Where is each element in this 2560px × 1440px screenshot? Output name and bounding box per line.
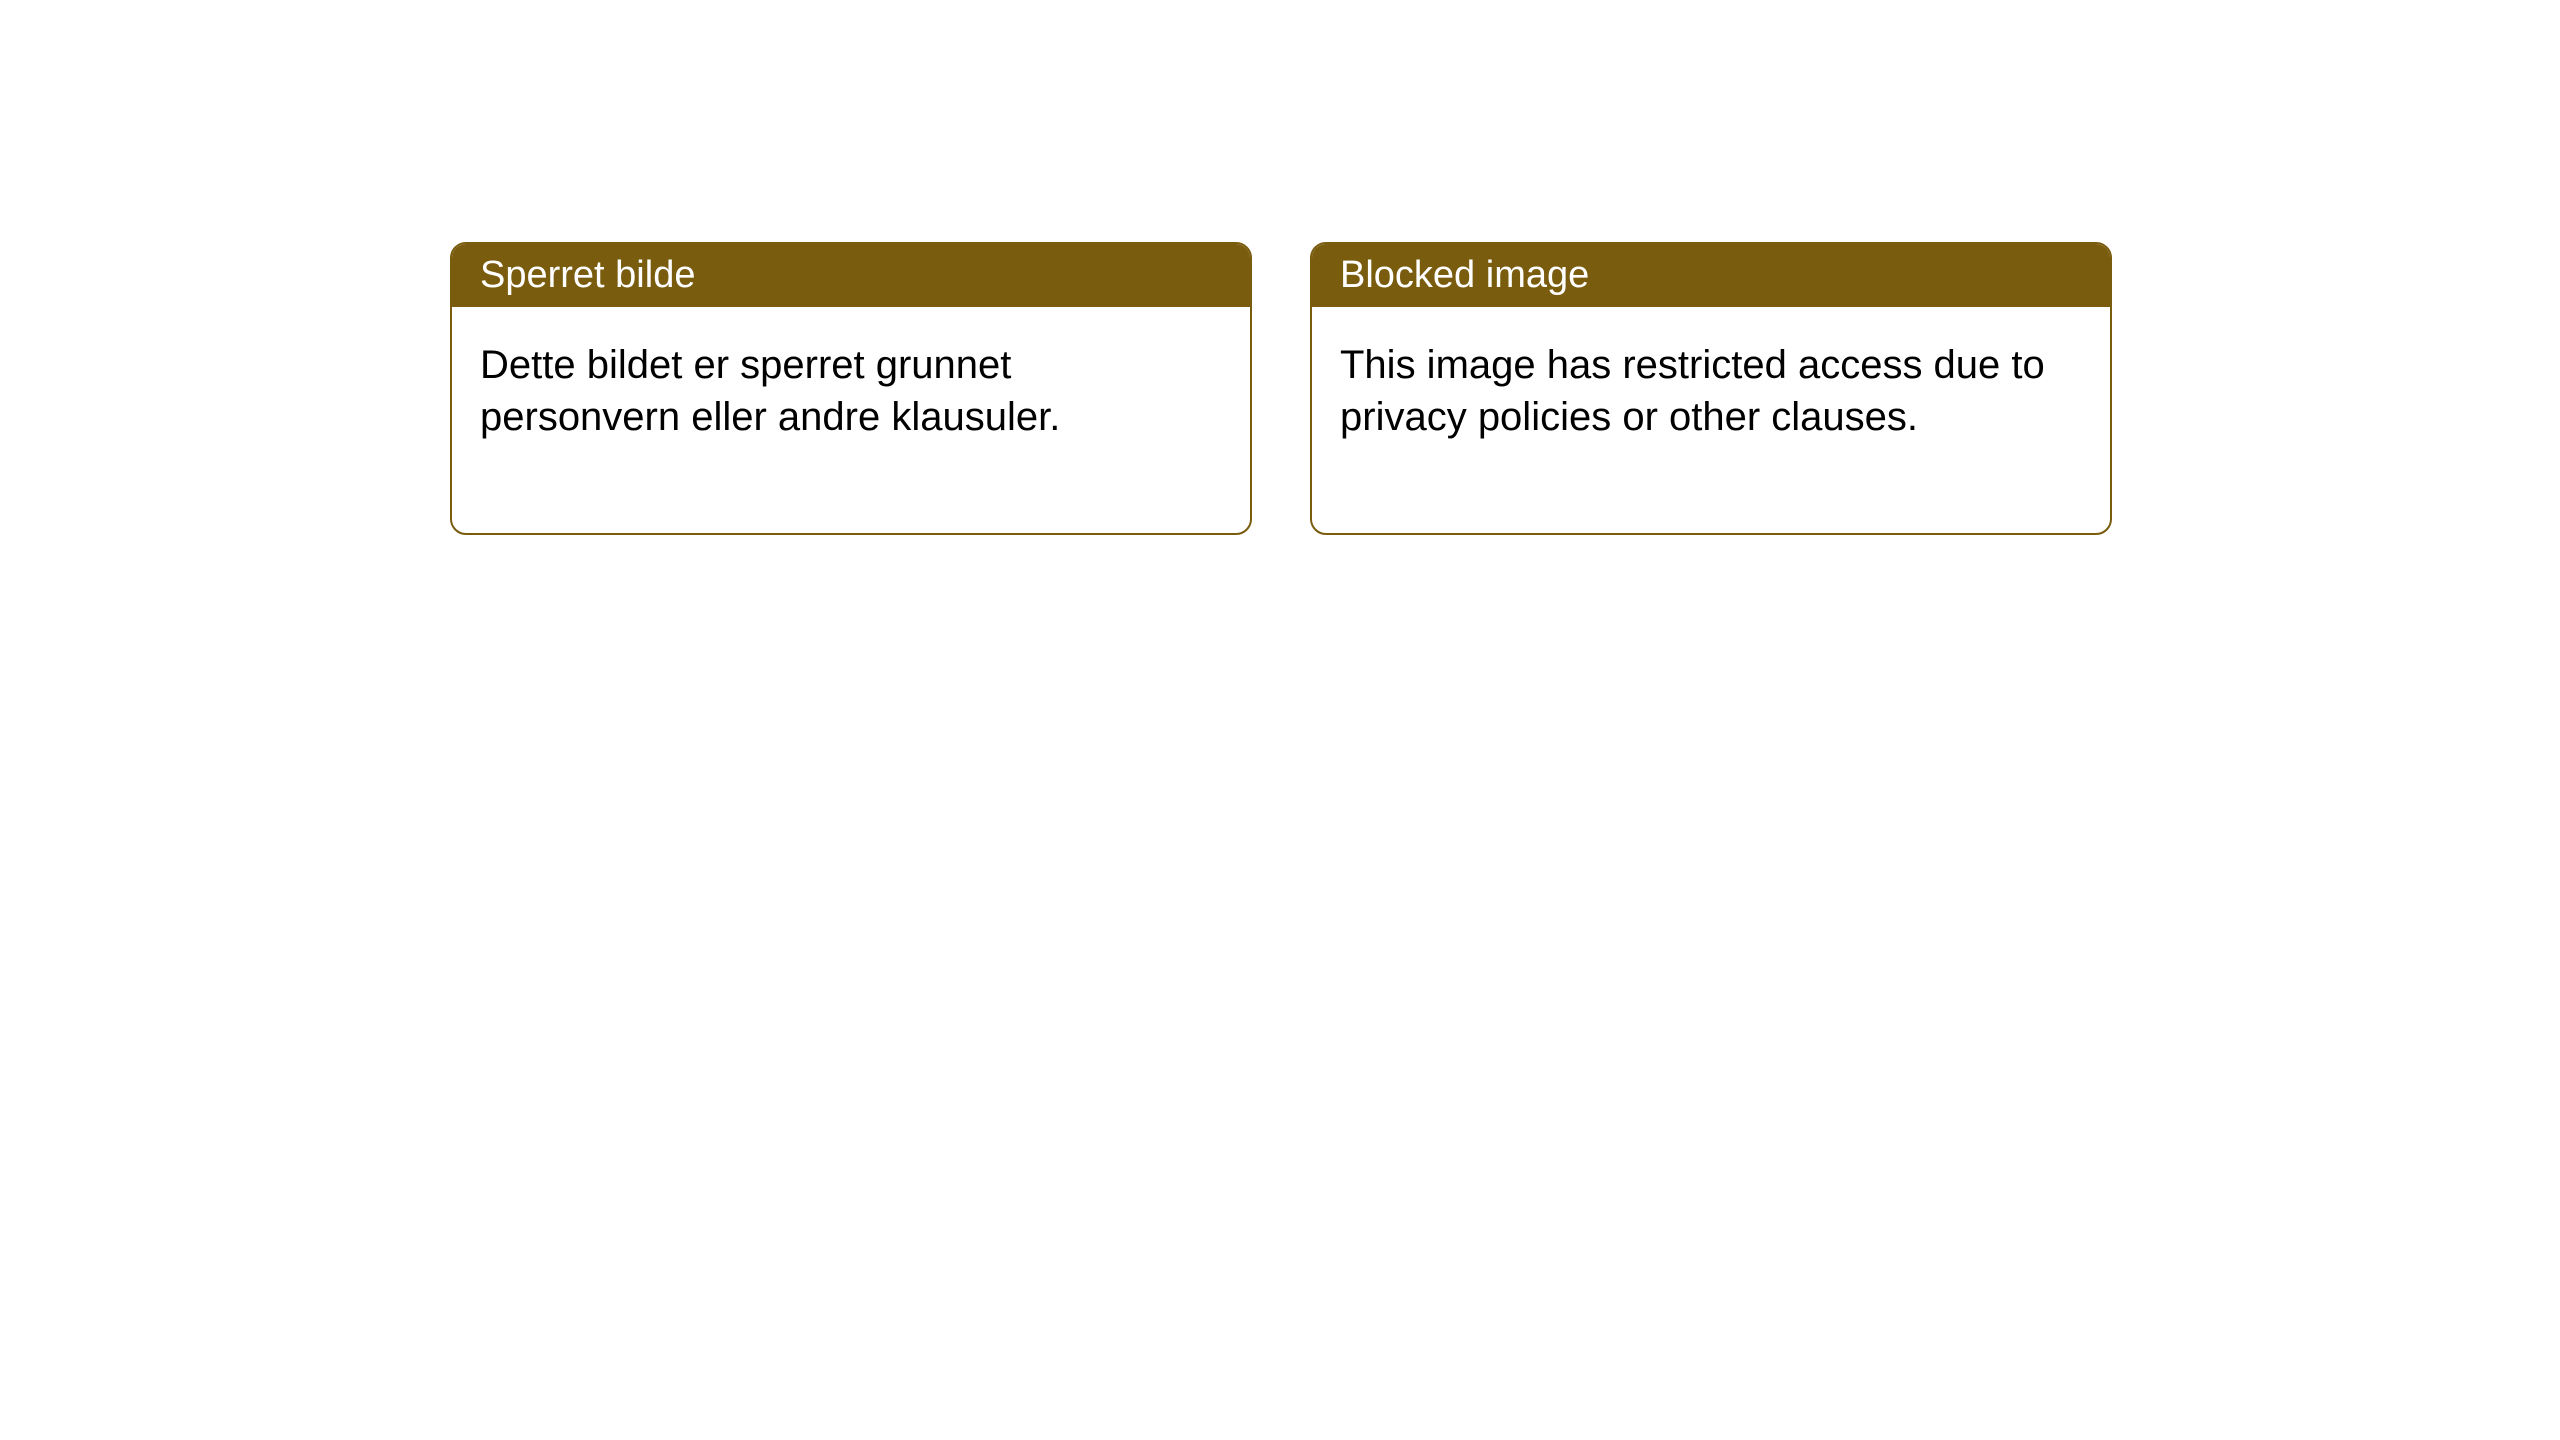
notice-header: Sperret bilde (452, 244, 1250, 307)
notice-card-norwegian: Sperret bilde Dette bildet er sperret gr… (450, 242, 1252, 535)
notice-card-english: Blocked image This image has restricted … (1310, 242, 2112, 535)
notice-header: Blocked image (1312, 244, 2110, 307)
notice-message: Dette bildet er sperret grunnet personve… (480, 343, 1060, 439)
notice-body: Dette bildet er sperret grunnet personve… (452, 307, 1250, 533)
notice-title: Sperret bilde (480, 254, 695, 296)
notice-body: This image has restricted access due to … (1312, 307, 2110, 533)
notice-message: This image has restricted access due to … (1340, 343, 2045, 439)
notice-title: Blocked image (1340, 254, 1589, 296)
notice-container: Sperret bilde Dette bildet er sperret gr… (0, 0, 2560, 535)
